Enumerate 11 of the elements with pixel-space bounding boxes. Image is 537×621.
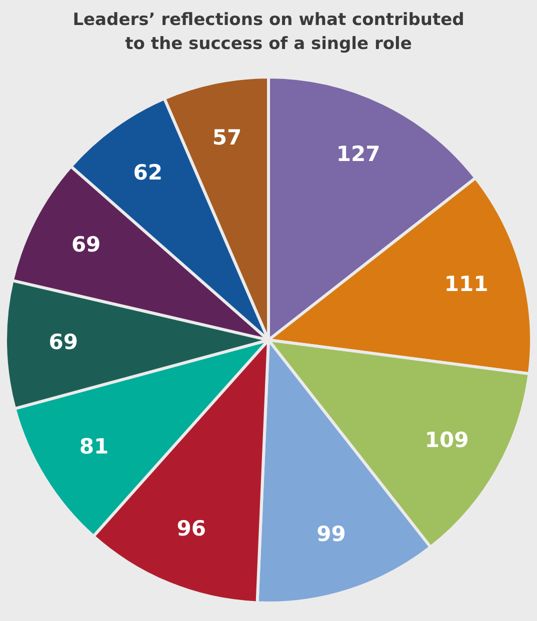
data-label: 99 [316,522,346,546]
data-label: 109 [424,428,469,452]
data-label: 81 [79,434,109,458]
chart-title: Leaders’ reflections on what contributed to the success of a single role [72,9,466,56]
data-label: 69 [71,232,101,257]
data-label: 69 [48,330,78,354]
data-label: 96 [176,516,206,541]
data-label: 127 [336,142,380,166]
data-label: 57 [212,126,242,150]
data-label: 62 [133,160,163,184]
data-label: 111 [444,272,488,296]
